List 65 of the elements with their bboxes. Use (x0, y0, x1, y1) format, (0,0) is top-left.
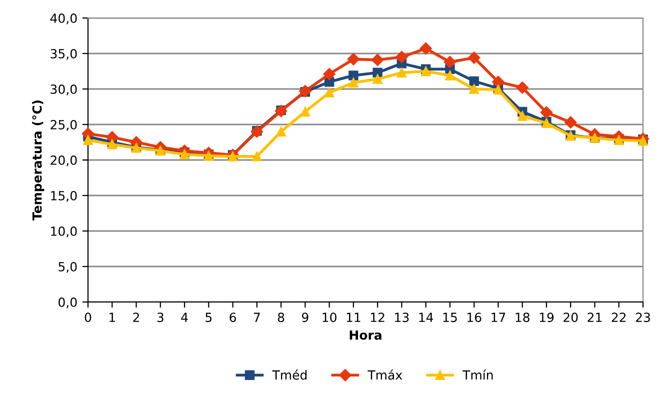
x-tick-label: 3 (157, 312, 164, 322)
x-tick-label: 18 (516, 312, 530, 322)
x-tick-label: 4 (181, 312, 188, 322)
x-tick-label: 19 (540, 312, 554, 322)
x-tick-label: 21 (588, 312, 602, 322)
point (492, 76, 504, 88)
x-tick-label: 2 (133, 312, 139, 322)
point (106, 131, 118, 144)
point (83, 135, 93, 145)
point (396, 68, 407, 78)
point (516, 81, 528, 94)
x-tick-label: 5 (206, 312, 212, 322)
x-tick-label: 15 (443, 312, 457, 322)
point (420, 66, 431, 76)
point (323, 68, 336, 80)
y-tick-label: 25,0 (50, 120, 77, 131)
point (347, 53, 360, 66)
x-tick-label: 10 (322, 312, 336, 322)
point (540, 106, 553, 119)
y-tick-label: 35,0 (50, 48, 77, 60)
point (348, 70, 358, 80)
point (372, 74, 382, 84)
x-tick-label: 16 (468, 312, 482, 322)
point (469, 84, 479, 94)
point (564, 116, 577, 128)
x-tick-label: 7 (254, 312, 260, 322)
legend-label: Tmín (462, 370, 493, 380)
x-tick-label: 6 (230, 312, 236, 322)
point (445, 70, 455, 80)
point (468, 52, 480, 64)
y-tick-label: 5,0 (58, 262, 77, 273)
point (444, 56, 456, 68)
y-tick-label: 0,0 (58, 297, 77, 308)
x-tick-label: 8 (278, 312, 284, 322)
x-tick-label: 12 (370, 312, 384, 322)
point (371, 54, 384, 66)
legend-label: Tmáx (368, 370, 402, 380)
y-tick-label: 10,0 (51, 226, 77, 238)
x-tick-label: 17 (492, 312, 506, 322)
x-tick-label: 23 (636, 312, 650, 322)
y-tick-label: 30,0 (50, 84, 77, 96)
x-tick-label: 1 (110, 312, 115, 322)
x-axis-title: Hora (350, 330, 382, 340)
point (469, 76, 479, 86)
y-tick-label: 15,0 (51, 190, 77, 202)
x-tick-label: 13 (395, 312, 409, 322)
x-tick-label: 11 (346, 312, 360, 322)
x-tick-label: 0 (84, 312, 92, 322)
legend-label: Tméd (272, 370, 307, 380)
point (420, 42, 432, 55)
point (324, 88, 334, 98)
point (348, 78, 358, 88)
point (107, 140, 117, 150)
point (396, 50, 408, 64)
point (276, 126, 286, 136)
x-tick-label: 14 (419, 312, 434, 322)
y-axis-title: Temperatura (°C) (32, 100, 44, 220)
y-tick-label: 20,0 (50, 155, 77, 166)
x-tick-label: 22 (612, 312, 626, 322)
point (517, 111, 528, 121)
x-tick-label: 9 (302, 312, 308, 322)
point (300, 106, 310, 117)
x-tick-label: 20 (564, 312, 578, 322)
y-tick-label: 40,0 (50, 13, 77, 24)
point (252, 152, 262, 162)
